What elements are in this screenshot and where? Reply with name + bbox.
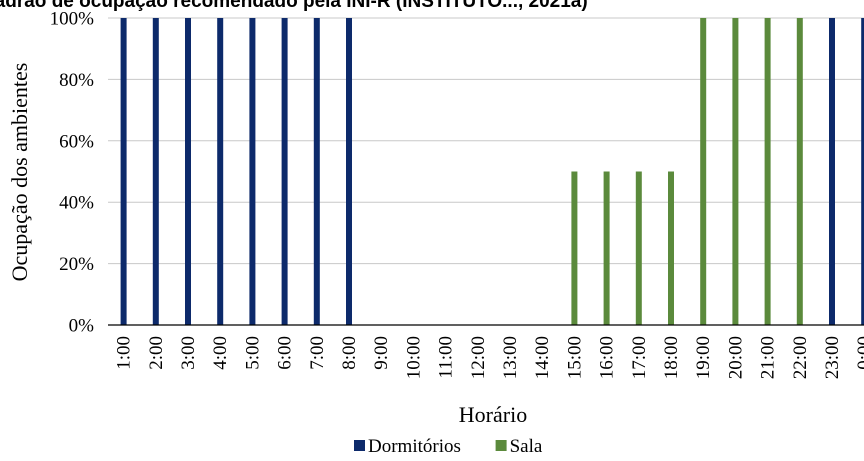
bar-sala-2100 [764,18,771,325]
y-tick-label: 80% [59,70,94,91]
bar-dormit-rios-100 [120,18,127,325]
bar-sala-2200 [796,18,803,325]
bar-sala-1700 [635,171,642,325]
x-tick-label: 8:00 [339,336,360,370]
x-tick-label: 13:00 [500,336,521,379]
legend-label: Sala [510,436,543,457]
bar-dormit-rios-800 [346,18,352,325]
bar-sala-1600 [603,171,610,325]
x-tick-label: 0:00 [854,336,864,370]
x-tick-label: 5:00 [242,336,263,370]
x-tick-label: 3:00 [178,336,199,370]
bar-dormit-rios-600 [281,18,288,325]
y-tick-label: 0% [69,316,95,337]
y-tick-label: 20% [59,254,94,275]
y-tick-label: 40% [59,193,94,214]
legend: Dormitórios Sala [354,436,543,457]
x-axis-title: Horário [459,402,527,427]
y-tick-label: 100% [50,9,95,30]
legend-swatch [495,440,507,451]
bars [120,18,864,325]
x-tick-label: 10:00 [403,336,424,379]
bar-dormit-rios-500 [249,18,256,325]
bar-dormit-rios-700 [313,18,320,325]
x-tick-label: 2:00 [146,336,167,370]
x-tick-label: 16:00 [597,336,618,379]
x-tick-label: 12:00 [468,336,489,379]
x-tick-label: 1:00 [114,336,135,370]
x-tick-label: 18:00 [661,336,682,379]
x-tick-label: 21:00 [758,336,779,379]
bar-sala-2000 [732,18,739,325]
x-tick-label: 22:00 [790,336,811,379]
x-tick-label: 11:00 [436,336,457,379]
x-tick-label: 19:00 [693,336,714,379]
x-tick-label: 7:00 [307,336,328,370]
x-tick-labels: 1:00 2:00 3:00 4:00 5:00 6:00 7:00 8:00 9:00 10:0… [114,336,864,379]
bar-dormit-rios-000 [861,18,864,325]
y-axis-title: Ocupação dos ambientes [7,63,32,282]
x-tick-label: 4:00 [210,336,231,370]
x-tick-label: 23:00 [822,336,843,379]
bar-dormit-rios-300 [185,18,191,325]
legend-label: Dormitórios [368,436,461,457]
bar-dormit-rios-400 [217,18,224,325]
bar-sala-1500 [571,171,578,325]
chart-title: Padrão de ocupação recomendado pela INI-… [0,0,588,12]
x-tick-label: 9:00 [371,336,392,370]
bar-sala-1900 [700,18,707,325]
bar-sala-1800 [668,171,674,325]
bar-dormit-rios-200 [152,18,159,325]
x-tick-label: 15:00 [564,336,585,379]
x-tick-label: 6:00 [275,336,296,370]
x-tick-label: 17:00 [629,336,650,379]
y-tick-labels: 0% 20% 40% 60% 80% 100% [50,9,95,337]
legend-swatch [354,440,365,451]
bar-dormit-rios-2300 [829,18,835,325]
x-tick-label: 20:00 [725,336,746,379]
y-tick-label: 60% [59,131,94,152]
x-tick-label: 14:00 [532,336,553,379]
